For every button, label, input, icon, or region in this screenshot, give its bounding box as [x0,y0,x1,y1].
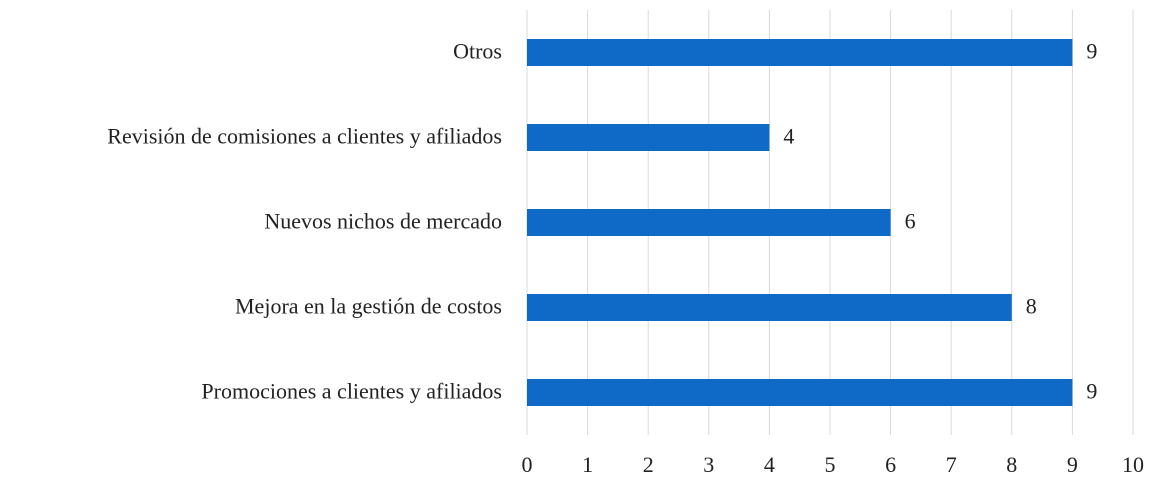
data-label: 8 [1026,294,1037,319]
x-tick-label: 6 [885,452,896,477]
x-tick-label: 9 [1067,452,1078,477]
y-tick-label: Revisión de comisiones a clientes y afil… [107,124,502,149]
y-tick-label: Nuevos nichos de mercado [264,209,502,234]
x-tick-label: 1 [582,452,593,477]
x-tick-label: 3 [703,452,714,477]
x-tick-label: 10 [1122,452,1144,477]
bar [527,39,1073,66]
x-tick-label: 2 [643,452,654,477]
x-tick-label: 8 [1006,452,1017,477]
bar [527,379,1073,406]
y-tick-label: Otros [453,39,502,64]
bar [527,209,891,236]
y-tick-label: Promociones a clientes y afiliados [201,379,502,404]
x-tick-label: 5 [825,452,836,477]
data-label: 9 [1086,39,1097,64]
data-label: 6 [905,209,916,234]
x-tick-label: 4 [764,452,775,477]
data-label: 4 [783,124,794,149]
x-tick-label: 7 [946,452,957,477]
bar [527,124,770,151]
bar [527,294,1012,321]
y-tick-label: Mejora en la gestión de costos [235,294,502,319]
x-tick-label: 0 [522,452,533,477]
data-label: 9 [1086,379,1097,404]
